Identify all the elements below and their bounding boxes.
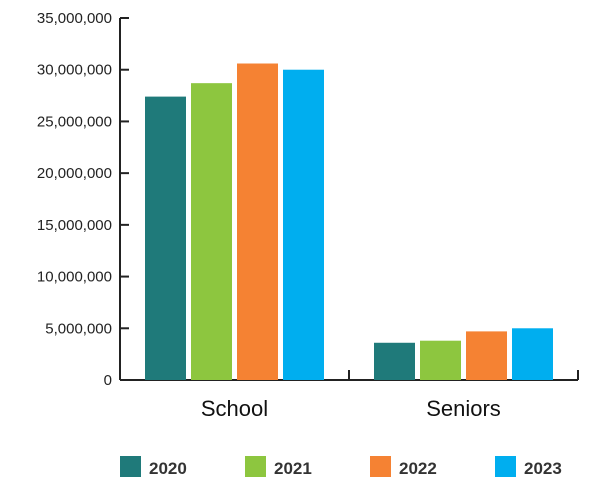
- category-label: School: [201, 396, 268, 421]
- bar-seniors-2022: [466, 331, 507, 380]
- legend-label-2023: 2023: [524, 459, 562, 477]
- bar-school-2023: [283, 69, 324, 380]
- bar-school-2020: [145, 96, 186, 380]
- bar-seniors-2023: [512, 328, 553, 380]
- legend-swatch-2023: [495, 456, 516, 477]
- y-tick-label: 35,000,000: [37, 10, 112, 27]
- y-tick-label: 15,000,000: [37, 217, 112, 234]
- y-tick-label: 30,000,000: [37, 62, 112, 79]
- bar-school-2021: [191, 83, 232, 380]
- legend: 2020 2021 2022 2023: [120, 456, 562, 477]
- y-tick-label: 5,000,000: [45, 320, 112, 337]
- legend-swatch-2022: [370, 456, 391, 477]
- bar-seniors-2020: [374, 342, 415, 380]
- legend-swatch-2021: [245, 456, 266, 477]
- y-tick-label: 10,000,000: [37, 269, 112, 286]
- y-tick-label: 20,000,000: [37, 165, 112, 182]
- x-axis: [120, 370, 579, 381]
- legend-label-2022: 2022: [399, 459, 437, 477]
- legend-label-2020: 2020: [149, 459, 187, 477]
- bar-seniors-2021: [420, 340, 461, 380]
- category-label: Seniors: [426, 396, 501, 421]
- bars: [145, 63, 553, 380]
- y-tick-label: 25,000,000: [37, 113, 112, 130]
- y-tick-label: 0: [104, 372, 112, 389]
- category-labels: School Seniors: [201, 396, 501, 421]
- y-axis: 0 5,000,000 10,000,000 15,000,000 20,000,000…: [37, 10, 129, 389]
- bar-school-2022: [237, 63, 278, 380]
- legend-label-2021: 2021: [274, 459, 312, 477]
- legend-swatch-2020: [120, 456, 141, 477]
